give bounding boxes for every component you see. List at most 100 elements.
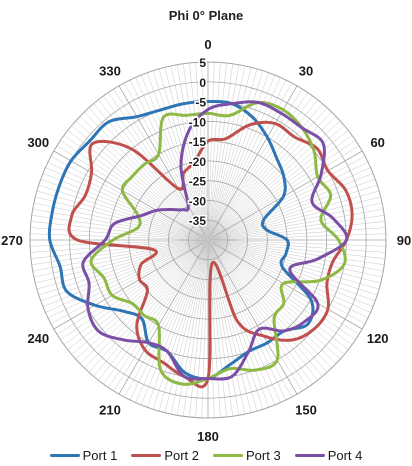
grid-spoke xyxy=(207,88,303,241)
grid-spoke xyxy=(207,233,386,241)
grid-spoke xyxy=(207,62,227,241)
grid-spoke xyxy=(118,85,209,241)
grid-spoke xyxy=(40,239,209,302)
grid-spoke xyxy=(207,82,292,241)
grid-spoke xyxy=(207,120,341,241)
grid-spoke xyxy=(207,239,240,416)
radial-tick-label: -5 xyxy=(195,96,206,110)
grid-spoke xyxy=(98,239,209,381)
grid-spoke xyxy=(158,68,209,241)
grid-spoke xyxy=(103,239,209,385)
grid-spoke xyxy=(158,239,209,412)
legend-swatch xyxy=(294,453,325,457)
grid-spoke xyxy=(32,208,209,241)
grid-spoke xyxy=(56,145,209,241)
grid-spoke xyxy=(56,239,209,335)
grid-spoke xyxy=(93,103,209,241)
grid-spoke xyxy=(42,173,209,241)
polar-chart: 0 30 60 90 120 150 180 210 240 270 300 330 5 0 -5 -10 -1… xyxy=(1,37,411,444)
grid-spoke xyxy=(88,239,209,373)
grid-spoke xyxy=(207,125,345,241)
grid-ring xyxy=(168,200,248,280)
grid-spoke xyxy=(207,62,221,241)
grid-spoke xyxy=(50,239,209,324)
grid-spoke xyxy=(53,239,209,330)
grid-spoke xyxy=(118,239,209,395)
grid-spoke xyxy=(36,190,209,241)
grid-spoke xyxy=(129,79,209,241)
legend: Port 1 Port 2 Port 3 Port 4 xyxy=(0,446,412,464)
grid-spoke xyxy=(93,239,209,377)
radial-tick-label: 5 xyxy=(199,56,206,70)
angle-tick-label: 210 xyxy=(99,403,121,418)
grid-spoke xyxy=(207,208,384,241)
grid-spoke xyxy=(170,239,209,415)
grid-spoke xyxy=(195,239,209,418)
grid-spoke xyxy=(40,178,209,241)
grid-spoke xyxy=(207,116,337,241)
grid-spoke xyxy=(30,221,209,241)
grid-spoke xyxy=(67,239,209,350)
grid-spoke xyxy=(98,99,209,241)
grid-spoke xyxy=(141,74,209,241)
radial-tick-label: -15 xyxy=(189,135,207,149)
legend-item: Port 3 xyxy=(213,446,281,464)
radial-tick-label: -25 xyxy=(189,175,207,189)
grid-spoke xyxy=(207,239,313,385)
series-layer xyxy=(47,100,354,389)
grid-spoke xyxy=(113,88,209,241)
grid-spoke xyxy=(88,107,209,241)
grid-spoke xyxy=(30,227,209,241)
grid-spoke xyxy=(170,65,209,241)
grid-spoke xyxy=(207,70,264,241)
grid-spoke xyxy=(201,62,209,241)
grid-spoke xyxy=(207,239,386,247)
legend-swatch xyxy=(49,453,80,457)
grid-spoke xyxy=(63,135,209,241)
grid-spoke xyxy=(207,239,386,259)
grid-spoke xyxy=(207,239,292,398)
grid-spoke xyxy=(50,156,209,241)
grid-spoke xyxy=(207,221,386,241)
angle-tick-label: 300 xyxy=(27,135,49,150)
grid-spoke xyxy=(207,239,246,415)
grid-spoke xyxy=(176,239,209,416)
grid-spoke xyxy=(207,62,215,241)
label-layer: 0 30 60 90 120 150 180 210 240 270 300 330 5 0 -5 -10 -1… xyxy=(1,37,411,444)
grid-spoke xyxy=(79,116,209,241)
grid-spoke xyxy=(75,239,209,360)
grid-spoke xyxy=(207,239,349,350)
legend-label: Port 4 xyxy=(327,447,363,463)
grid-spoke xyxy=(207,239,345,355)
grid-spoke xyxy=(207,68,258,241)
radial-tick-label: -35 xyxy=(189,214,207,228)
grid-spoke xyxy=(124,82,209,241)
grid-spoke xyxy=(124,239,209,398)
angle-tick-label: 150 xyxy=(295,403,317,418)
grid-spoke xyxy=(36,239,209,290)
grid-spoke xyxy=(207,227,386,241)
grid-spoke xyxy=(207,239,353,345)
grid-spoke xyxy=(60,239,209,340)
grid-spoke xyxy=(84,111,209,241)
series-line-4 xyxy=(81,100,349,381)
grid-spoke xyxy=(47,239,209,319)
grid-spoke xyxy=(207,239,252,413)
grid-spoke xyxy=(30,239,209,247)
radial-tick-label: 0 xyxy=(199,76,206,90)
grid-spoke xyxy=(207,239,332,369)
angle-tick-label: 60 xyxy=(370,135,384,150)
grid-spoke xyxy=(207,64,240,241)
grid-spoke xyxy=(207,72,270,241)
grid-spoke xyxy=(113,239,209,392)
series-line-2 xyxy=(67,120,354,389)
grid-spoke xyxy=(207,239,318,381)
angle-tick-label: 270 xyxy=(1,233,23,248)
grid-spoke xyxy=(207,214,385,241)
chart-title: Phi 0° Plane xyxy=(168,8,244,23)
grid-ring xyxy=(187,219,229,261)
legend-swatch xyxy=(131,453,162,457)
grid-spoke xyxy=(189,239,209,418)
grid-spoke xyxy=(45,239,209,313)
grid-spoke xyxy=(176,64,209,241)
